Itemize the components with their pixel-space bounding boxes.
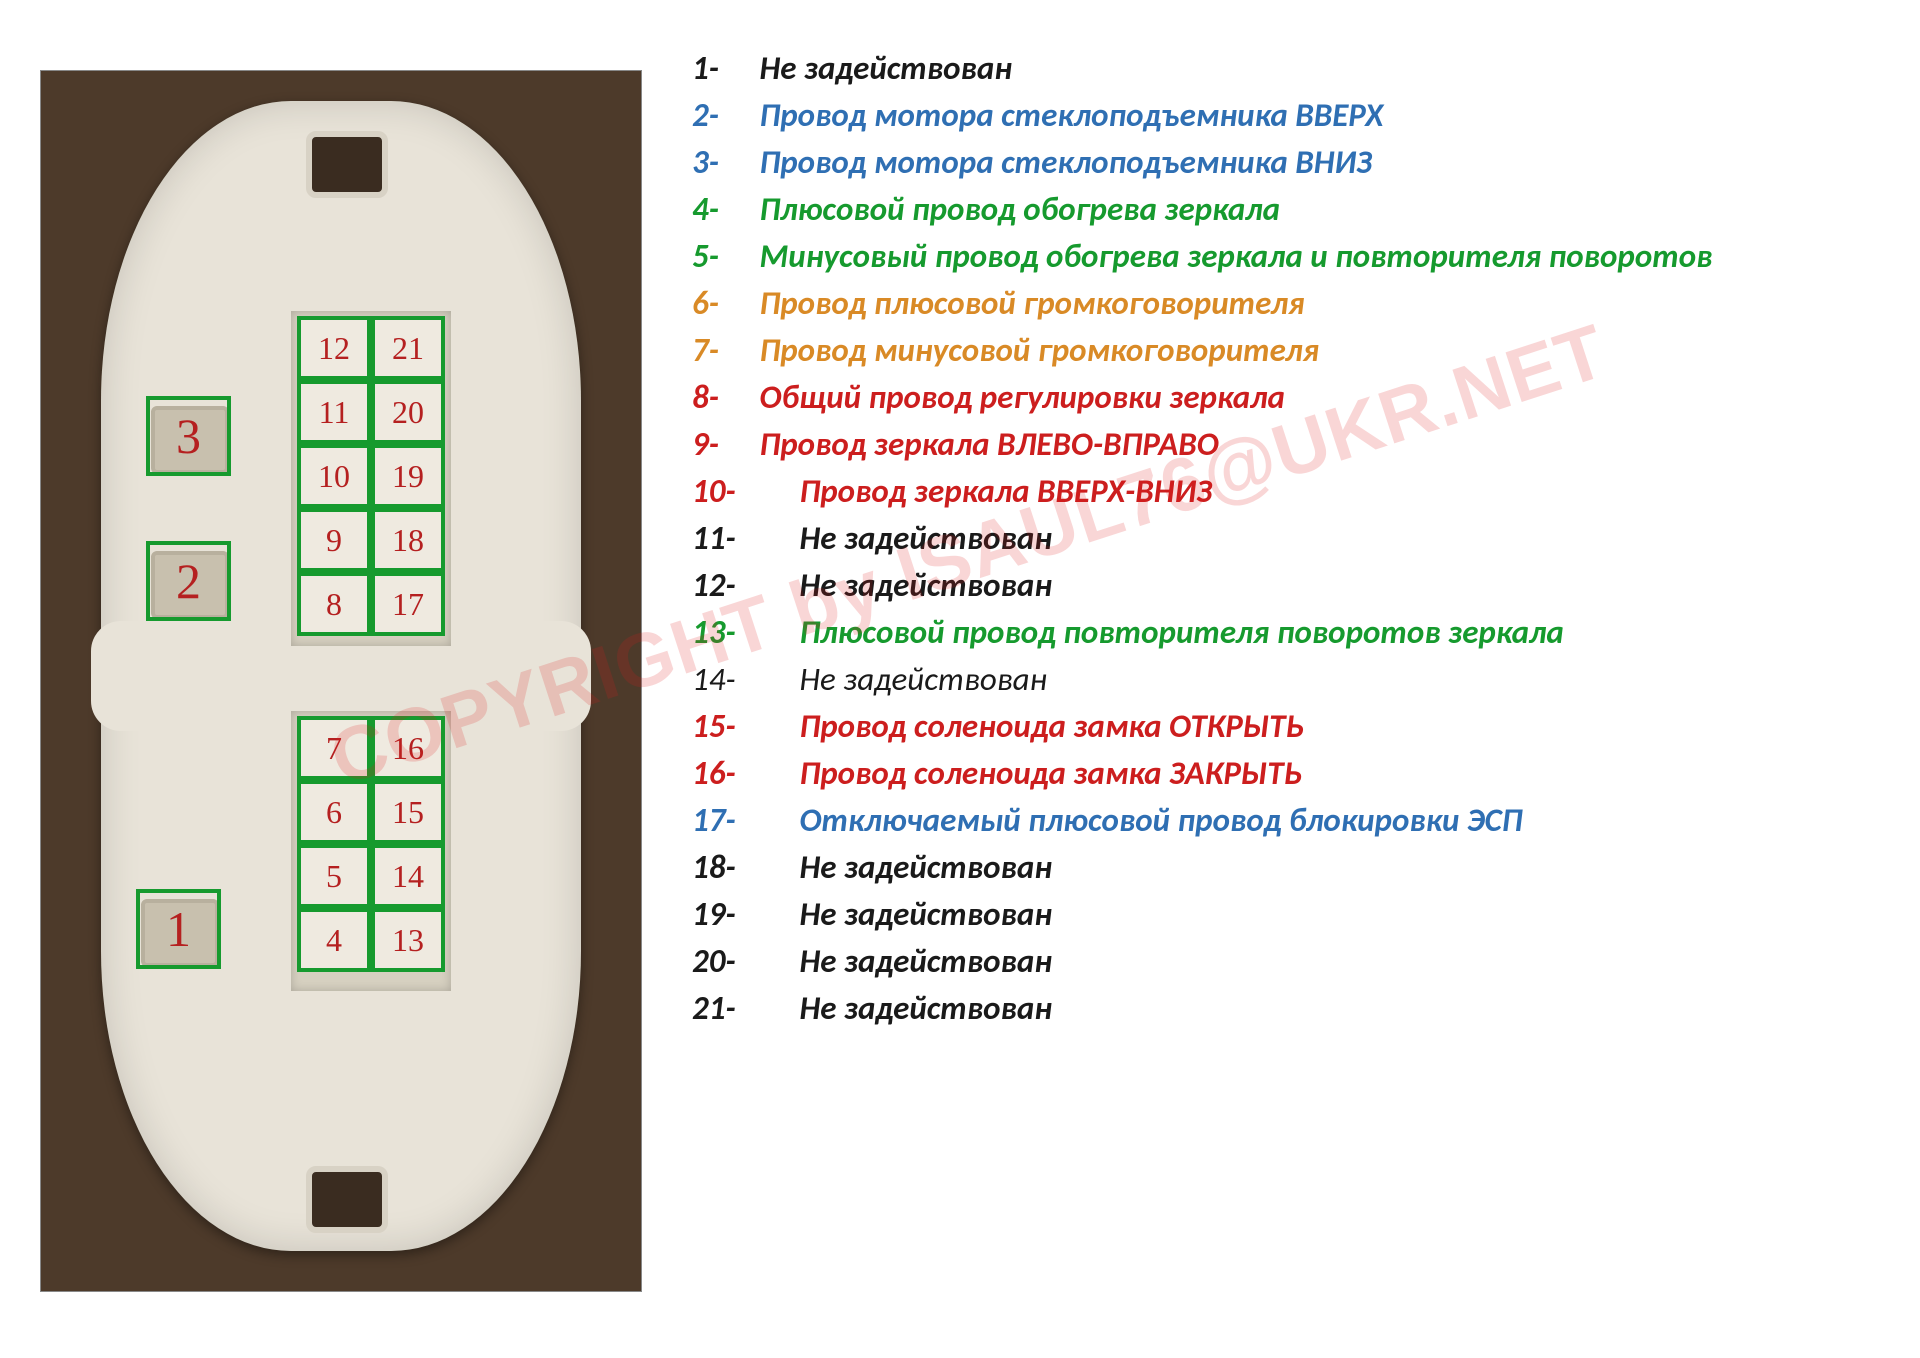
legend-row-6: 6- Провод плюсовой громкоговорителя [692, 287, 1712, 320]
pin-cell-5: 5 [297, 844, 371, 908]
legend-text: Плюсовой провод повторителя поворотов зе… [792, 612, 1564, 652]
legend-number: 18- [692, 851, 792, 884]
legend-row-11: 11- Не задействован [692, 522, 1712, 555]
legend-number: 4- [692, 193, 752, 226]
legend-row-4: 4- Плюсовой провод обогрева зеркала [692, 193, 1712, 226]
clip-hole-top [306, 131, 388, 198]
side-box-1: 1 [136, 889, 221, 969]
legend-row-12: 12- Не задействован [692, 569, 1712, 602]
legend-row-16: 16- Провод соленоида замка ЗАКРЫТЬ [692, 757, 1712, 790]
pin-cell-9: 9 [297, 508, 371, 572]
legend-number: 12- [692, 569, 792, 602]
legend-number: 1- [692, 52, 752, 85]
legend-row-17: 17- Отключаемый плюсовой провод блокиров… [692, 804, 1712, 837]
legend-number: 9- [692, 428, 752, 461]
legend-text: Провод соленоида замка ОТКРЫТЬ [792, 706, 1304, 746]
legend-number: 6- [692, 287, 752, 320]
pin-cell-4: 4 [297, 908, 371, 972]
connector-photo-panel: 321 121110982120191817765416151413 [40, 70, 642, 1292]
legend-text: Провод зеркала ВВЕРХ-ВНИЗ [792, 471, 1212, 511]
legend-number: 17- [692, 804, 792, 837]
legend-row-18: 18- Не задействован [692, 851, 1712, 884]
legend-text: Не задействован [792, 518, 1052, 558]
side-box-2: 2 [146, 541, 231, 621]
legend-text: Провод зеркала ВЛЕВО-ВПРАВО [752, 424, 1219, 464]
pin-cell-12: 12 [297, 316, 371, 380]
pin-cell-20: 20 [371, 380, 445, 444]
legend-number: 20- [692, 945, 792, 978]
legend-row-21: 21- Не задействован [692, 992, 1712, 1025]
pin-cell-18: 18 [371, 508, 445, 572]
legend-text: Отключаемый плюсовой провод блокировки Э… [792, 800, 1523, 840]
legend-text: Провод плюсовой громкоговорителя [752, 283, 1305, 323]
legend-number: 19- [692, 898, 792, 931]
legend-row-15: 15- Провод соленоида замка ОТКРЫТЬ [692, 710, 1712, 743]
pin-cell-7: 7 [297, 716, 371, 780]
legend-row-3: 3- Провод мотора стеклоподъемника ВНИЗ [692, 146, 1712, 179]
legend-number: 16- [692, 757, 792, 790]
clip-hole-bottom [306, 1166, 388, 1233]
legend-text: Не задействован [792, 847, 1052, 887]
legend-number: 11- [692, 522, 792, 555]
legend-text: Общий провод регулировки зеркала [752, 377, 1285, 417]
legend-number: 7- [692, 334, 752, 367]
legend-number: 8- [692, 381, 752, 414]
legend-number: 5- [692, 240, 752, 273]
legend-text: Провод мотора стеклоподъемника ВНИЗ [752, 142, 1372, 182]
pin-cell-15: 15 [371, 780, 445, 844]
legend-text: Минусовый провод обогрева зеркала и повт… [752, 236, 1712, 276]
legend-row-5: 5- Минусовый провод обогрева зеркала и п… [692, 240, 1712, 273]
legend-row-19: 19- Не задействован [692, 898, 1712, 931]
legend-text: Не задействован [792, 565, 1052, 605]
legend-list: 1- Не задействован 2- Провод мотора стекл… [692, 52, 1712, 1358]
pin-cell-16: 16 [371, 716, 445, 780]
legend-text: Не задействован [792, 988, 1052, 1028]
pin-cell-21: 21 [371, 316, 445, 380]
pin-cell-19: 19 [371, 444, 445, 508]
legend-number: 10- [692, 475, 792, 508]
legend-text: Провод мотора стеклоподъемника ВВЕРХ [752, 95, 1383, 135]
legend-text: Не задействован [792, 894, 1052, 934]
legend-row-9: 9- Провод зеркала ВЛЕВО-ВПРАВО [692, 428, 1712, 461]
legend-number: 14- [692, 663, 792, 696]
legend-text: Провод минусовой громкоговорителя [752, 330, 1319, 370]
legend-text: Не задействован [792, 941, 1052, 981]
legend-text: Не задействован [792, 659, 1047, 699]
legend-number: 3- [692, 146, 752, 179]
legend-text: Провод соленоида замка ЗАКРЫТЬ [792, 753, 1302, 793]
legend-row-7: 7- Провод минусовой громкоговорителя [692, 334, 1712, 367]
legend-row-14: 14- Не задействован [692, 663, 1712, 696]
legend-row-10: 10- Провод зеркала ВВЕРХ-ВНИЗ [692, 475, 1712, 508]
pin-cell-11: 11 [297, 380, 371, 444]
pin-cell-14: 14 [371, 844, 445, 908]
pin-cell-17: 17 [371, 572, 445, 636]
legend-row-2: 2- Провод мотора стеклоподъемника ВВЕРХ [692, 99, 1712, 132]
side-box-3: 3 [146, 396, 231, 476]
pin-cell-13: 13 [371, 908, 445, 972]
pin-cell-10: 10 [297, 444, 371, 508]
legend-number: 2- [692, 99, 752, 132]
legend-text: Плюсовой провод обогрева зеркала [752, 189, 1280, 229]
legend-number: 15- [692, 710, 792, 743]
pin-cell-6: 6 [297, 780, 371, 844]
pin-cell-8: 8 [297, 572, 371, 636]
legend-row-8: 8- Общий провод регулировки зеркала [692, 381, 1712, 414]
legend-number: 13- [692, 616, 792, 649]
legend-text: Не задействован [752, 48, 1012, 88]
legend-row-1: 1- Не задействован [692, 52, 1712, 85]
layout-root: 321 121110982120191817765416151413 1- Не… [0, 0, 1920, 1358]
legend-row-20: 20- Не задействован [692, 945, 1712, 978]
legend-number: 21- [692, 992, 792, 1025]
legend-row-13: 13- Плюсовой провод повторителя поворото… [692, 616, 1712, 649]
